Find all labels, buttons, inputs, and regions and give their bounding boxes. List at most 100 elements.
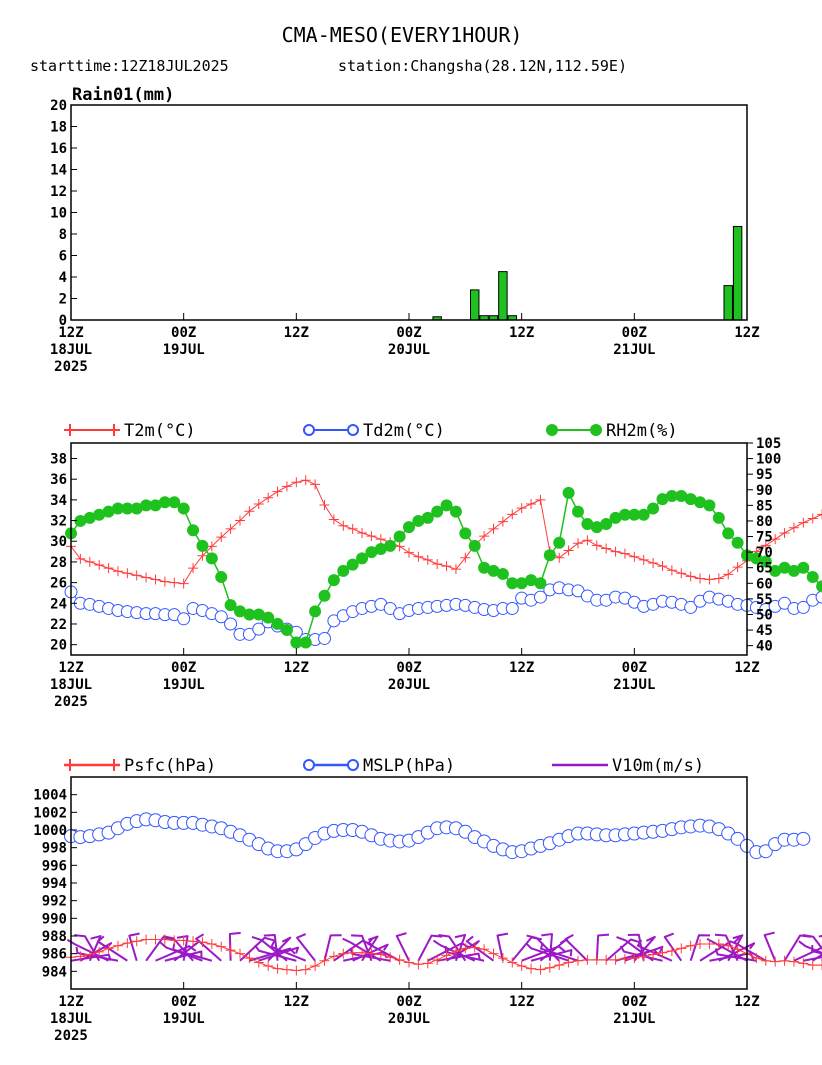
rh2m-point: [525, 574, 538, 587]
wind-barb: [74, 934, 101, 962]
rh2m-point: [102, 505, 115, 518]
t2m-point: [648, 557, 659, 568]
psfc-point: [807, 960, 818, 971]
t2m-point: [394, 541, 405, 552]
temperature-x-axis-tick-label: 12Z: [58, 660, 83, 676]
psfc-point: [244, 953, 255, 964]
pressure-x-axis-tick-label: 19JUL: [163, 1011, 205, 1027]
wind-barb: [159, 941, 203, 962]
psfc-point: [507, 957, 518, 968]
psfc-point: [272, 963, 283, 974]
psfc-point: [338, 948, 349, 959]
rain-x-axis-tick-label: 12Z: [284, 325, 309, 341]
t2m-point: [188, 563, 199, 574]
station-label: station:Changsha(28.12N,112.59E): [338, 57, 627, 75]
t2m-point: [788, 522, 799, 533]
t2m-point: [422, 554, 433, 565]
temperature-x-axis-tick-label: 21JUL: [613, 677, 655, 693]
t2m-point: [526, 499, 537, 510]
psfc-point: [169, 935, 180, 946]
wind-barb: [465, 935, 495, 962]
psfc-point: [300, 964, 311, 975]
rh-y-axis-tick-label: 75: [756, 530, 773, 546]
rh2m-point: [262, 611, 275, 624]
t2m-point: [197, 550, 208, 561]
t2m-point: [310, 479, 321, 490]
rh-y-axis-tick-label: 85: [756, 498, 773, 514]
psfc-point: [713, 938, 724, 949]
wind-barb: [75, 946, 119, 962]
psfc-point: [497, 953, 508, 964]
t2m-point: [413, 551, 424, 562]
wind-barb: [66, 938, 109, 962]
td2m-point: [214, 610, 228, 624]
psfc-point: [770, 956, 781, 967]
legend-psfc-label: Psfc(hPa): [124, 756, 216, 776]
psfc-point: [695, 938, 706, 949]
psfc-point: [751, 953, 762, 964]
psfc-point: [788, 956, 799, 967]
wind-barb: [605, 938, 641, 962]
psfc-point: [798, 958, 809, 969]
t2m-point: [666, 565, 677, 576]
temperature-x-axis-tick-label: 12Z: [734, 660, 759, 676]
td2m-point: [684, 600, 698, 614]
rain-x-axis-tick-label: 12Z: [58, 325, 83, 341]
t2m-point: [131, 570, 142, 581]
psfc-point: [150, 934, 161, 945]
rh2m-point: [750, 552, 763, 565]
t2m-point: [479, 531, 490, 542]
temperature-y-axis-tick-label: 34: [50, 493, 67, 509]
wind-barb: [254, 944, 297, 962]
temperature-y-axis-tick-label: 22: [50, 617, 67, 633]
temperature-x-axis-tick-label: 12Z: [284, 660, 309, 676]
psfc-point: [159, 934, 170, 945]
psfc-point: [225, 945, 236, 956]
t2m-point: [507, 509, 518, 520]
pressure-y-axis-tick-label: 1002: [33, 805, 67, 821]
wind-barb: [155, 945, 197, 962]
rh2m-point: [609, 511, 622, 524]
wind-barb: [249, 947, 296, 962]
wind-barb: [367, 937, 401, 962]
rh2m-point: [694, 496, 707, 509]
t2m-point: [441, 561, 452, 572]
rh2m-point: [675, 490, 688, 502]
t2m-point: [432, 558, 443, 569]
psfc-point: [404, 957, 414, 968]
t2m-point: [732, 562, 743, 573]
t2m-point: [357, 527, 368, 538]
rain-x-axis-tick-label: 2025: [54, 359, 88, 375]
t2m-point: [582, 535, 593, 546]
rh2m-point: [506, 577, 519, 590]
rain-y-axis-tick-label: 12: [50, 184, 67, 200]
temperature-panel: T2m(°C) Td2m(°C) RH2m(%) 20 22 24 26 28 30 32 34 36…: [50, 421, 822, 710]
wind-barb: [714, 948, 757, 962]
t2m-point: [159, 576, 170, 587]
psfc-point: [723, 940, 734, 951]
wind-barb: [128, 932, 140, 962]
pressure-panel: Psfc(hPa) MSLP(hPa) V10m(m/s)9849869889909…: [33, 756, 822, 1044]
pressure-x-axis-tick-label: 18JUL: [50, 1011, 92, 1027]
rh2m-point: [703, 499, 716, 512]
t2m-point: [554, 552, 565, 563]
mslp-point: [758, 844, 773, 859]
psfc-point: [94, 946, 105, 957]
psfc-point: [216, 941, 227, 952]
wind-barb: [763, 931, 777, 962]
t2m-point: [610, 546, 621, 557]
rh2m-point: [459, 527, 472, 540]
t2m-point: [141, 572, 152, 583]
wind-barb: [496, 932, 509, 961]
t2m-point: [319, 500, 330, 511]
psfc-point: [253, 957, 264, 968]
legend-t2m-marker: [64, 424, 76, 436]
rh2m-point: [149, 499, 162, 512]
rh2m-point: [130, 502, 143, 515]
rh2m-point: [590, 521, 603, 534]
t2m-point: [676, 568, 687, 579]
rh2m-point: [656, 493, 669, 506]
t2m-point: [244, 506, 255, 517]
rh-y-axis-tick-label: 80: [756, 514, 773, 530]
